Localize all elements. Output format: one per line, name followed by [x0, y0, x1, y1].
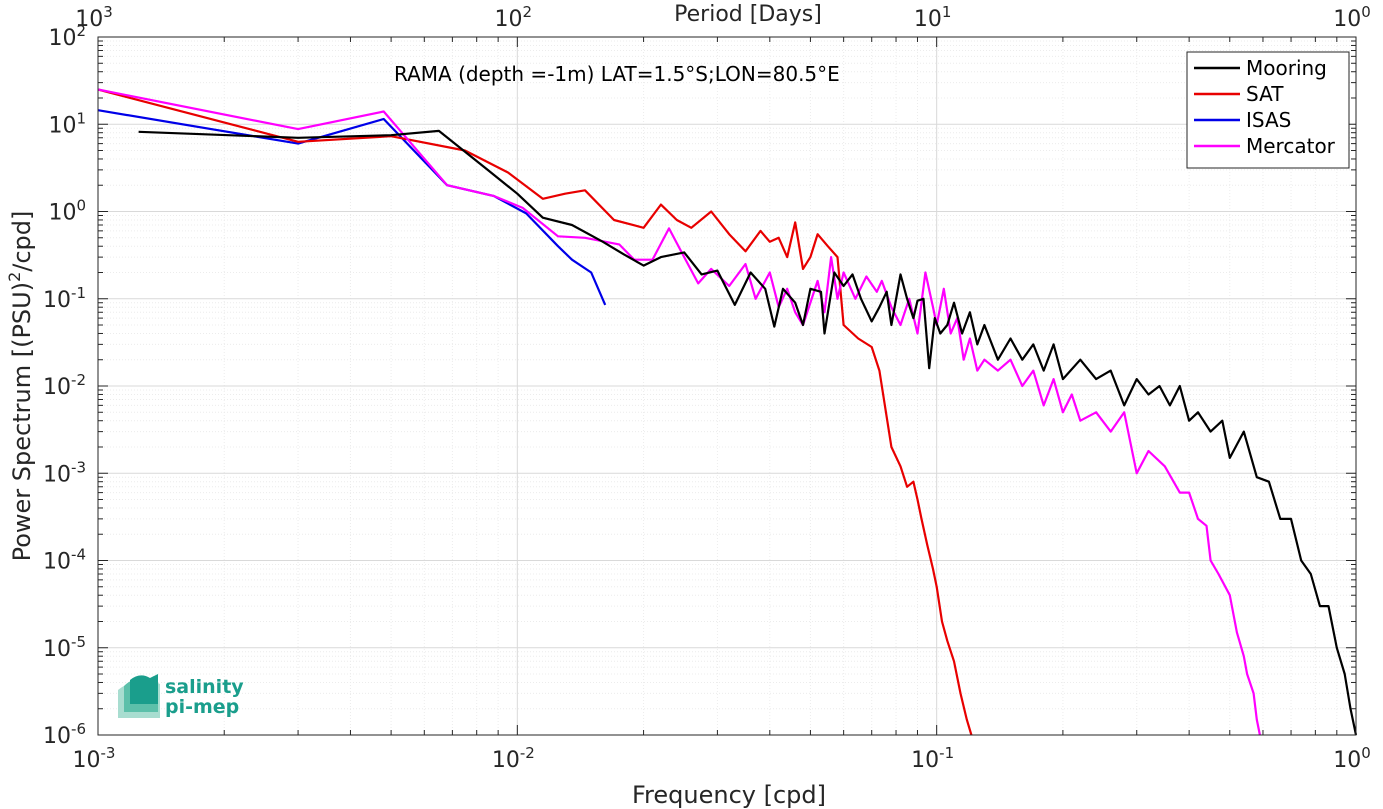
series-line-sat: [97, 88, 973, 736]
y-axis-title-tail: /cpd]: [8, 211, 36, 272]
salinity-pi-mep-logo: salinity pi-mep: [118, 674, 244, 718]
series-line-isas: [97, 109, 607, 306]
legend-label-isas: ISAS: [1246, 108, 1291, 132]
x-tick-label: 100: [1333, 744, 1371, 773]
series-layer: [97, 88, 1358, 736]
y-axis-title-main: Power Spectrum [(PSU): [8, 282, 36, 561]
x-axis-title: Frequency [cpd]: [632, 781, 826, 809]
legend-label-mercator: Mercator: [1246, 134, 1336, 158]
top-tick-label: 101: [914, 3, 952, 32]
y-tick-label: 10-2: [43, 371, 86, 400]
series-line-mooring: [138, 129, 1358, 736]
y-tick-label: 10-3: [43, 458, 86, 487]
legend-label-sat: SAT: [1246, 82, 1284, 106]
y-tick-label: 102: [48, 22, 86, 51]
chart-annotation: RAMA (depth =-1m) LAT=1.5°S;LON=80.5°E: [394, 62, 840, 86]
y-tick-label: 10-6: [43, 720, 86, 749]
y-tick-label: 10-1: [43, 284, 86, 313]
legend-label-mooring: Mooring: [1246, 56, 1327, 80]
y-axis-title-sup: 2: [5, 272, 24, 282]
y-tick-label: 10-5: [43, 633, 86, 662]
top-tick-label: 103: [75, 3, 113, 32]
series-line-mercator: [97, 88, 1261, 736]
top-axis-title: Period [Days]: [674, 2, 822, 27]
logo-waves-icon: [118, 674, 160, 718]
y-tick-label: 10-4: [43, 546, 86, 575]
y-tick-label: 101: [48, 109, 86, 138]
y-tick-label: 100: [48, 197, 86, 226]
logo-line1: salinity: [165, 676, 244, 698]
legend-box: [1186, 51, 1350, 169]
logo-line2: pi-mep: [165, 696, 239, 718]
top-tick-label: 100: [1333, 3, 1371, 32]
y-axis-title: Power Spectrum [(PSU)2/cpd]: [5, 211, 36, 562]
x-tick-label: 10-1: [911, 744, 954, 773]
top-tick-label: 102: [495, 3, 533, 32]
major-grid: [98, 37, 1356, 735]
tick-marks: [97, 36, 1357, 736]
x-tick-label: 10-3: [73, 744, 116, 773]
x-tick-label: 10-2: [492, 744, 535, 773]
